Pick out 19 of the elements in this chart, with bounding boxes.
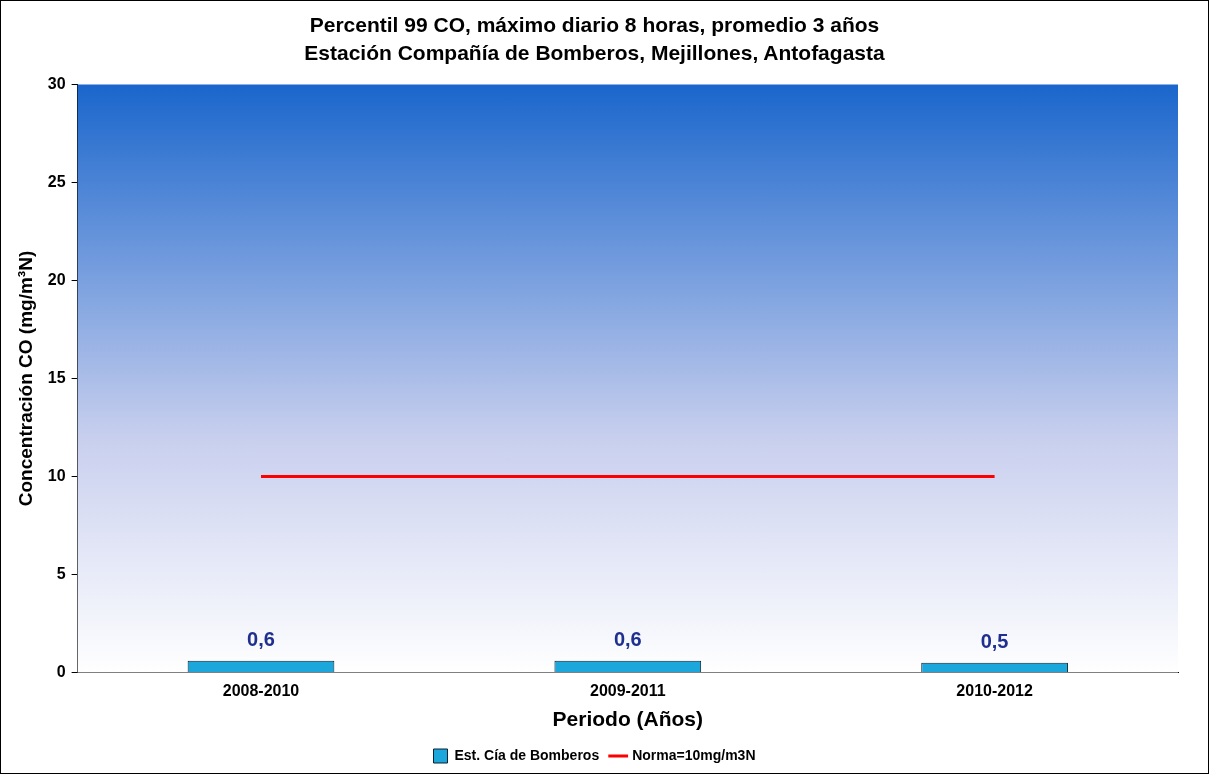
y-tick-label: 5 [56, 564, 66, 582]
y-tick-label: 10 [47, 466, 66, 484]
y-tick-label: 25 [47, 172, 66, 190]
y-tick-label: 0 [56, 663, 66, 681]
data-label: 0,6 [613, 628, 642, 651]
x-axis-title: Periodo (Años) [552, 707, 704, 731]
x-tick-label: 2008-2010 [222, 681, 300, 699]
data-label: 0,6 [247, 628, 275, 651]
y-tick-label: 15 [47, 368, 66, 386]
legend-label: Est. Cía de Bomberos [454, 746, 600, 763]
data-label: 0,5 [980, 630, 1009, 653]
y-tick-label: 30 [47, 74, 66, 92]
x-tick-label: 2009-2011 [589, 681, 666, 699]
y-tick-label: 20 [47, 270, 66, 288]
chart-title: Percentil 99 CO, máximo diario 8 horas, promedio 3 años [309, 13, 880, 37]
chart-subtitle: Estación Compañía de Bomberos, Mejillones, Antofagasta [304, 40, 885, 64]
legend-label: Norma=10mg/m3N [632, 746, 756, 763]
x-tick-label: 2010-2012 [956, 681, 1033, 699]
y-axis-title: Concentración CO (mg/m³N) [14, 250, 36, 507]
